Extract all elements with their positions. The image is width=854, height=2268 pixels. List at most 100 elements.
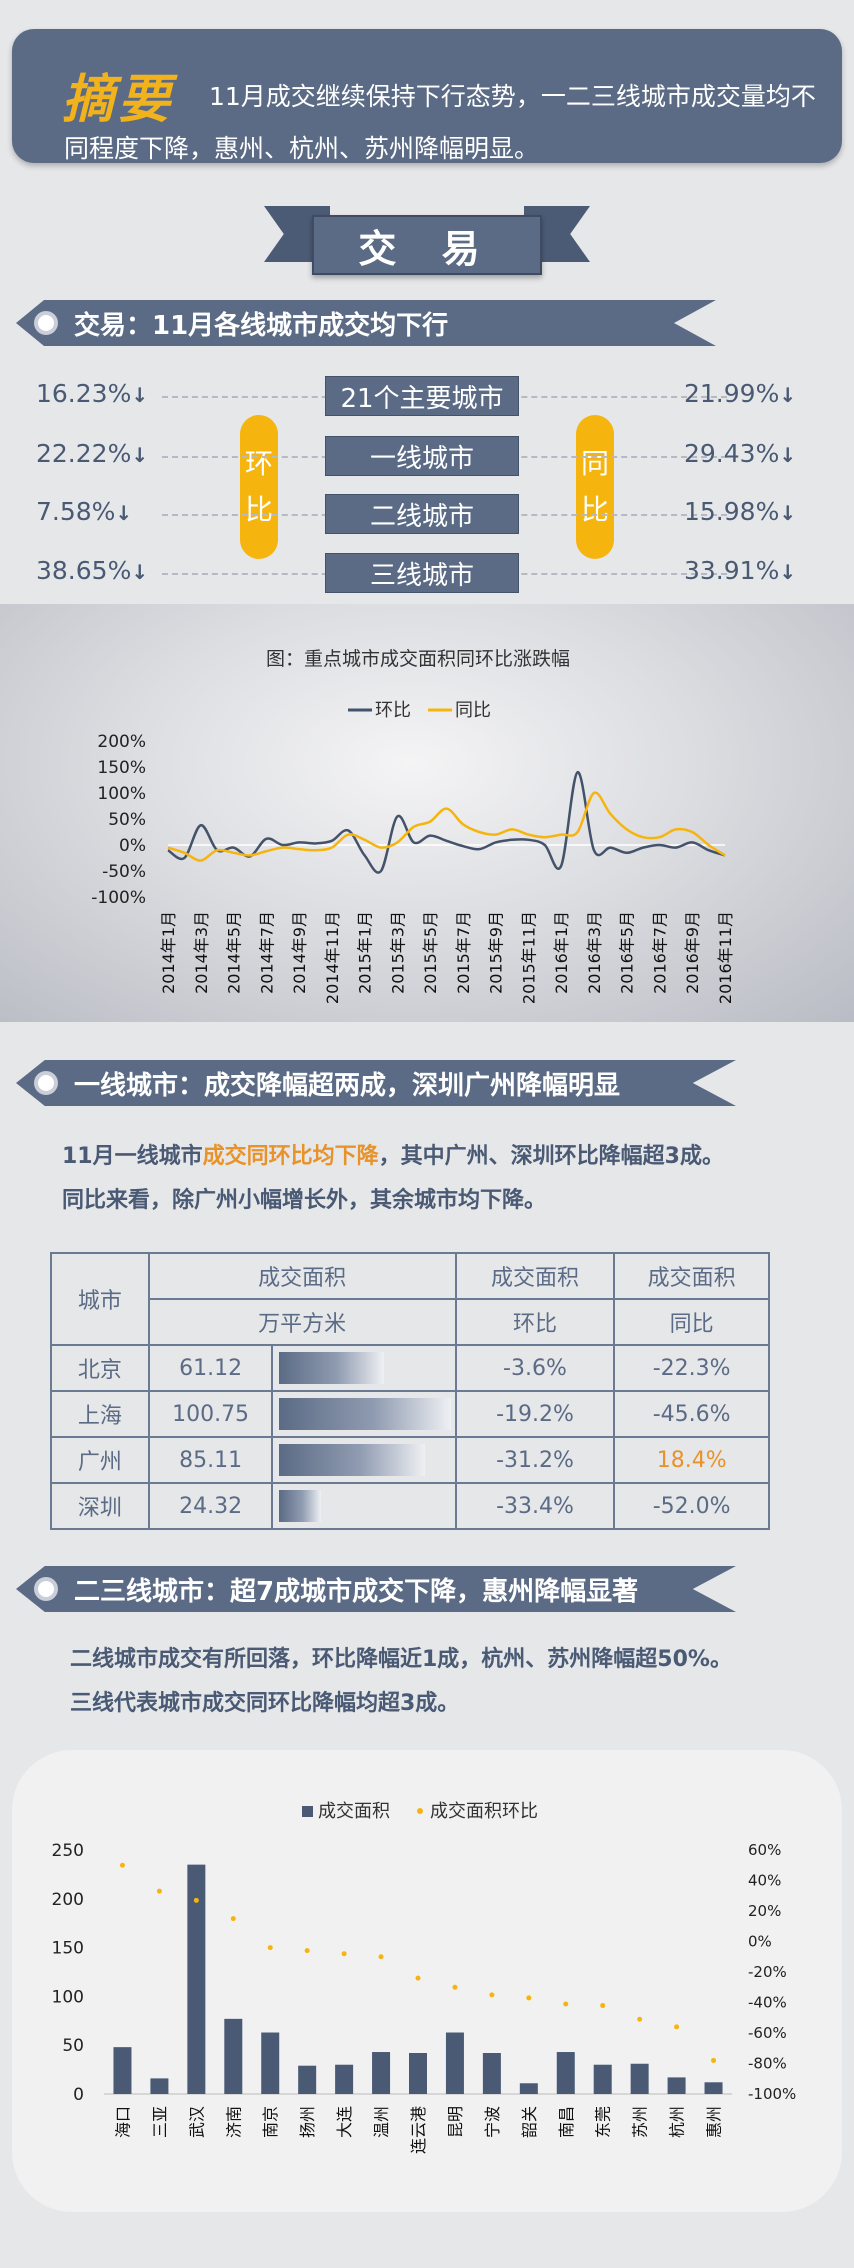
summary-panel: 摘要 11月成交继续保持下行态势，一二三线城市成交量均不同程度下降，惠州、杭州、… — [12, 29, 842, 163]
scatter-point — [637, 2016, 643, 2022]
x-tick-label: 2016年11月 — [716, 911, 735, 1004]
cell-city: 广州 — [50, 1436, 150, 1484]
th-area-yoy: 成交面积 — [613, 1252, 770, 1300]
section2-header: 一线城市：成交降幅超两成，深圳广州降幅明显 — [16, 1060, 736, 1106]
th-area: 成交面积 — [147, 1252, 457, 1300]
y-tick-label: -100% — [91, 888, 146, 908]
cell-city: 深圳 — [50, 1482, 150, 1530]
x-tick-label: 宁波 — [483, 2106, 502, 2138]
y-tick-label: 200% — [97, 732, 146, 752]
scatter-point — [156, 1888, 162, 1894]
right-tick-label: 20% — [748, 1902, 781, 1920]
chart1-title: 图：重点城市成交面积同环比涨跌幅 — [266, 648, 570, 670]
x-tick-label: 2016年3月 — [585, 911, 604, 994]
bar — [150, 2078, 169, 2094]
x-tick-label: 2016年9月 — [683, 911, 702, 994]
mom-value: 38.65%↓ — [36, 556, 148, 585]
mom-text: 38.65% — [36, 556, 132, 585]
cell-city: 北京 — [50, 1344, 150, 1392]
scatter-point — [267, 1945, 273, 1951]
th-city: 城市 — [50, 1252, 150, 1346]
mom-text: 7.58% — [36, 497, 116, 526]
mom-value: 7.58%↓ — [36, 497, 132, 526]
x-tick-label: 杭州 — [668, 2106, 687, 2138]
down-arrow-icon: ↓ — [131, 560, 149, 584]
left-tick-label: 250 — [52, 1841, 84, 1861]
section3-paragraph: 二线城市成交有所回落，环比降幅近1成，杭州、苏州降幅超50%。 三线代表城市成交… — [70, 1638, 840, 1726]
x-tick-label: 2016年7月 — [650, 911, 669, 994]
yoy-oval: 同比 — [576, 415, 614, 559]
mom-text: 22.22% — [36, 439, 132, 468]
right-tick-label: 0% — [748, 1933, 772, 1951]
x-tick-label: 2016年1月 — [552, 911, 571, 994]
para-part1: 11月一线城市 — [62, 1144, 203, 1169]
cell-yoy: -45.6% — [613, 1390, 770, 1438]
y-tick-label: 50% — [108, 810, 146, 830]
cell-yoy: -22.3% — [613, 1344, 770, 1392]
right-tick-label: -40% — [748, 1994, 787, 2012]
x-tick-label: 2015年11月 — [519, 911, 538, 1004]
left-tick-label: 150 — [52, 1939, 84, 1959]
x-tick-label: 济南 — [224, 2106, 243, 2138]
left-tick-label: 100 — [52, 1987, 84, 2007]
area-bar — [279, 1444, 425, 1476]
legend-label: 成交面积 — [318, 1801, 390, 1822]
down-arrow-icon: ↓ — [779, 443, 797, 467]
section2-paragraph: 11月一线城市成交同环比均下降，其中广州、深圳环比降幅超3成。 同比来看，除广州… — [62, 1135, 822, 1223]
y-tick-label: 100% — [97, 784, 146, 804]
x-tick-label: 2015年5月 — [421, 911, 440, 994]
right-tick-label: -20% — [748, 1963, 787, 1981]
cell-area-bar — [271, 1482, 457, 1530]
first-tier-table: 城市 成交面积 成交面积 成交面积 万平方米 环比 同比 北京 61.12 -3.6… — [50, 1252, 770, 1530]
bar — [224, 2018, 243, 2094]
mom-value: 22.22%↓ — [36, 439, 148, 468]
y-tick-label: -50% — [102, 862, 146, 882]
bar — [372, 2052, 391, 2094]
bar — [593, 2064, 612, 2094]
legend-bar-swatch — [302, 1806, 313, 1817]
cell-mom: -33.4% — [454, 1482, 616, 1530]
cell-area: 24.32 — [147, 1482, 274, 1530]
x-tick-label: 南昌 — [557, 2106, 576, 2138]
right-tick-label: 40% — [748, 1872, 781, 1890]
table-row: 北京 61.12 -3.6% -22.3% — [50, 1344, 770, 1392]
bar — [519, 2083, 538, 2094]
table-row: 深圳 24.32 -33.4% -52.0% — [50, 1482, 770, 1530]
x-tick-label: 2014年5月 — [225, 911, 244, 994]
section3-header: 二三线城市：超7成城市成交下降，惠州降幅显著 — [16, 1566, 736, 1612]
legend-dot-swatch — [417, 1808, 423, 1814]
y-tick-label: 150% — [97, 758, 146, 778]
x-tick-label: 2014年11月 — [323, 911, 342, 1004]
section3-line2: 三线代表城市成交同环比降幅均超3成。 — [70, 1691, 460, 1716]
area-bar — [279, 1490, 321, 1522]
x-tick-label: 温州 — [372, 2106, 391, 2138]
cell-area: 100.75 — [147, 1390, 274, 1438]
para-part2: ，其中广州、深圳环比降幅超3成。 — [378, 1144, 724, 1169]
bar — [113, 2047, 132, 2094]
scatter-point — [304, 1948, 310, 1954]
para-highlight: 成交同环比均下降 — [202, 1144, 379, 1169]
x-tick-label: 2014年7月 — [257, 911, 276, 994]
bar — [704, 2082, 723, 2094]
down-arrow-icon: ↓ — [779, 501, 797, 525]
scatter-point — [341, 1951, 347, 1957]
th-area-mom: 成交面积 — [454, 1252, 616, 1300]
th-unit: 万平方米 — [147, 1298, 457, 1346]
bar — [445, 2032, 464, 2094]
area-bar — [279, 1398, 452, 1430]
down-arrow-icon: ↓ — [779, 383, 797, 407]
para-line2: 同比来看，除广州小幅增长外，其余城市均下降。 — [62, 1188, 547, 1213]
scatter-point — [711, 2057, 717, 2063]
scatter-point — [415, 1975, 421, 1981]
down-arrow-icon: ↓ — [779, 560, 797, 584]
down-arrow-icon: ↓ — [131, 383, 149, 407]
category-box: 二线城市 — [325, 494, 519, 534]
x-tick-label: 海口 — [113, 2106, 132, 2138]
y-tick-label: 0% — [119, 836, 146, 856]
scatter-point — [526, 1995, 532, 2001]
down-arrow-icon: ↓ — [115, 501, 133, 525]
legend-label: 同比 — [455, 700, 491, 721]
x-tick-label: 韶关 — [520, 2106, 539, 2138]
section3-bullet-icon — [34, 1577, 58, 1601]
yoy-value: 29.43%↓ — [684, 439, 796, 468]
